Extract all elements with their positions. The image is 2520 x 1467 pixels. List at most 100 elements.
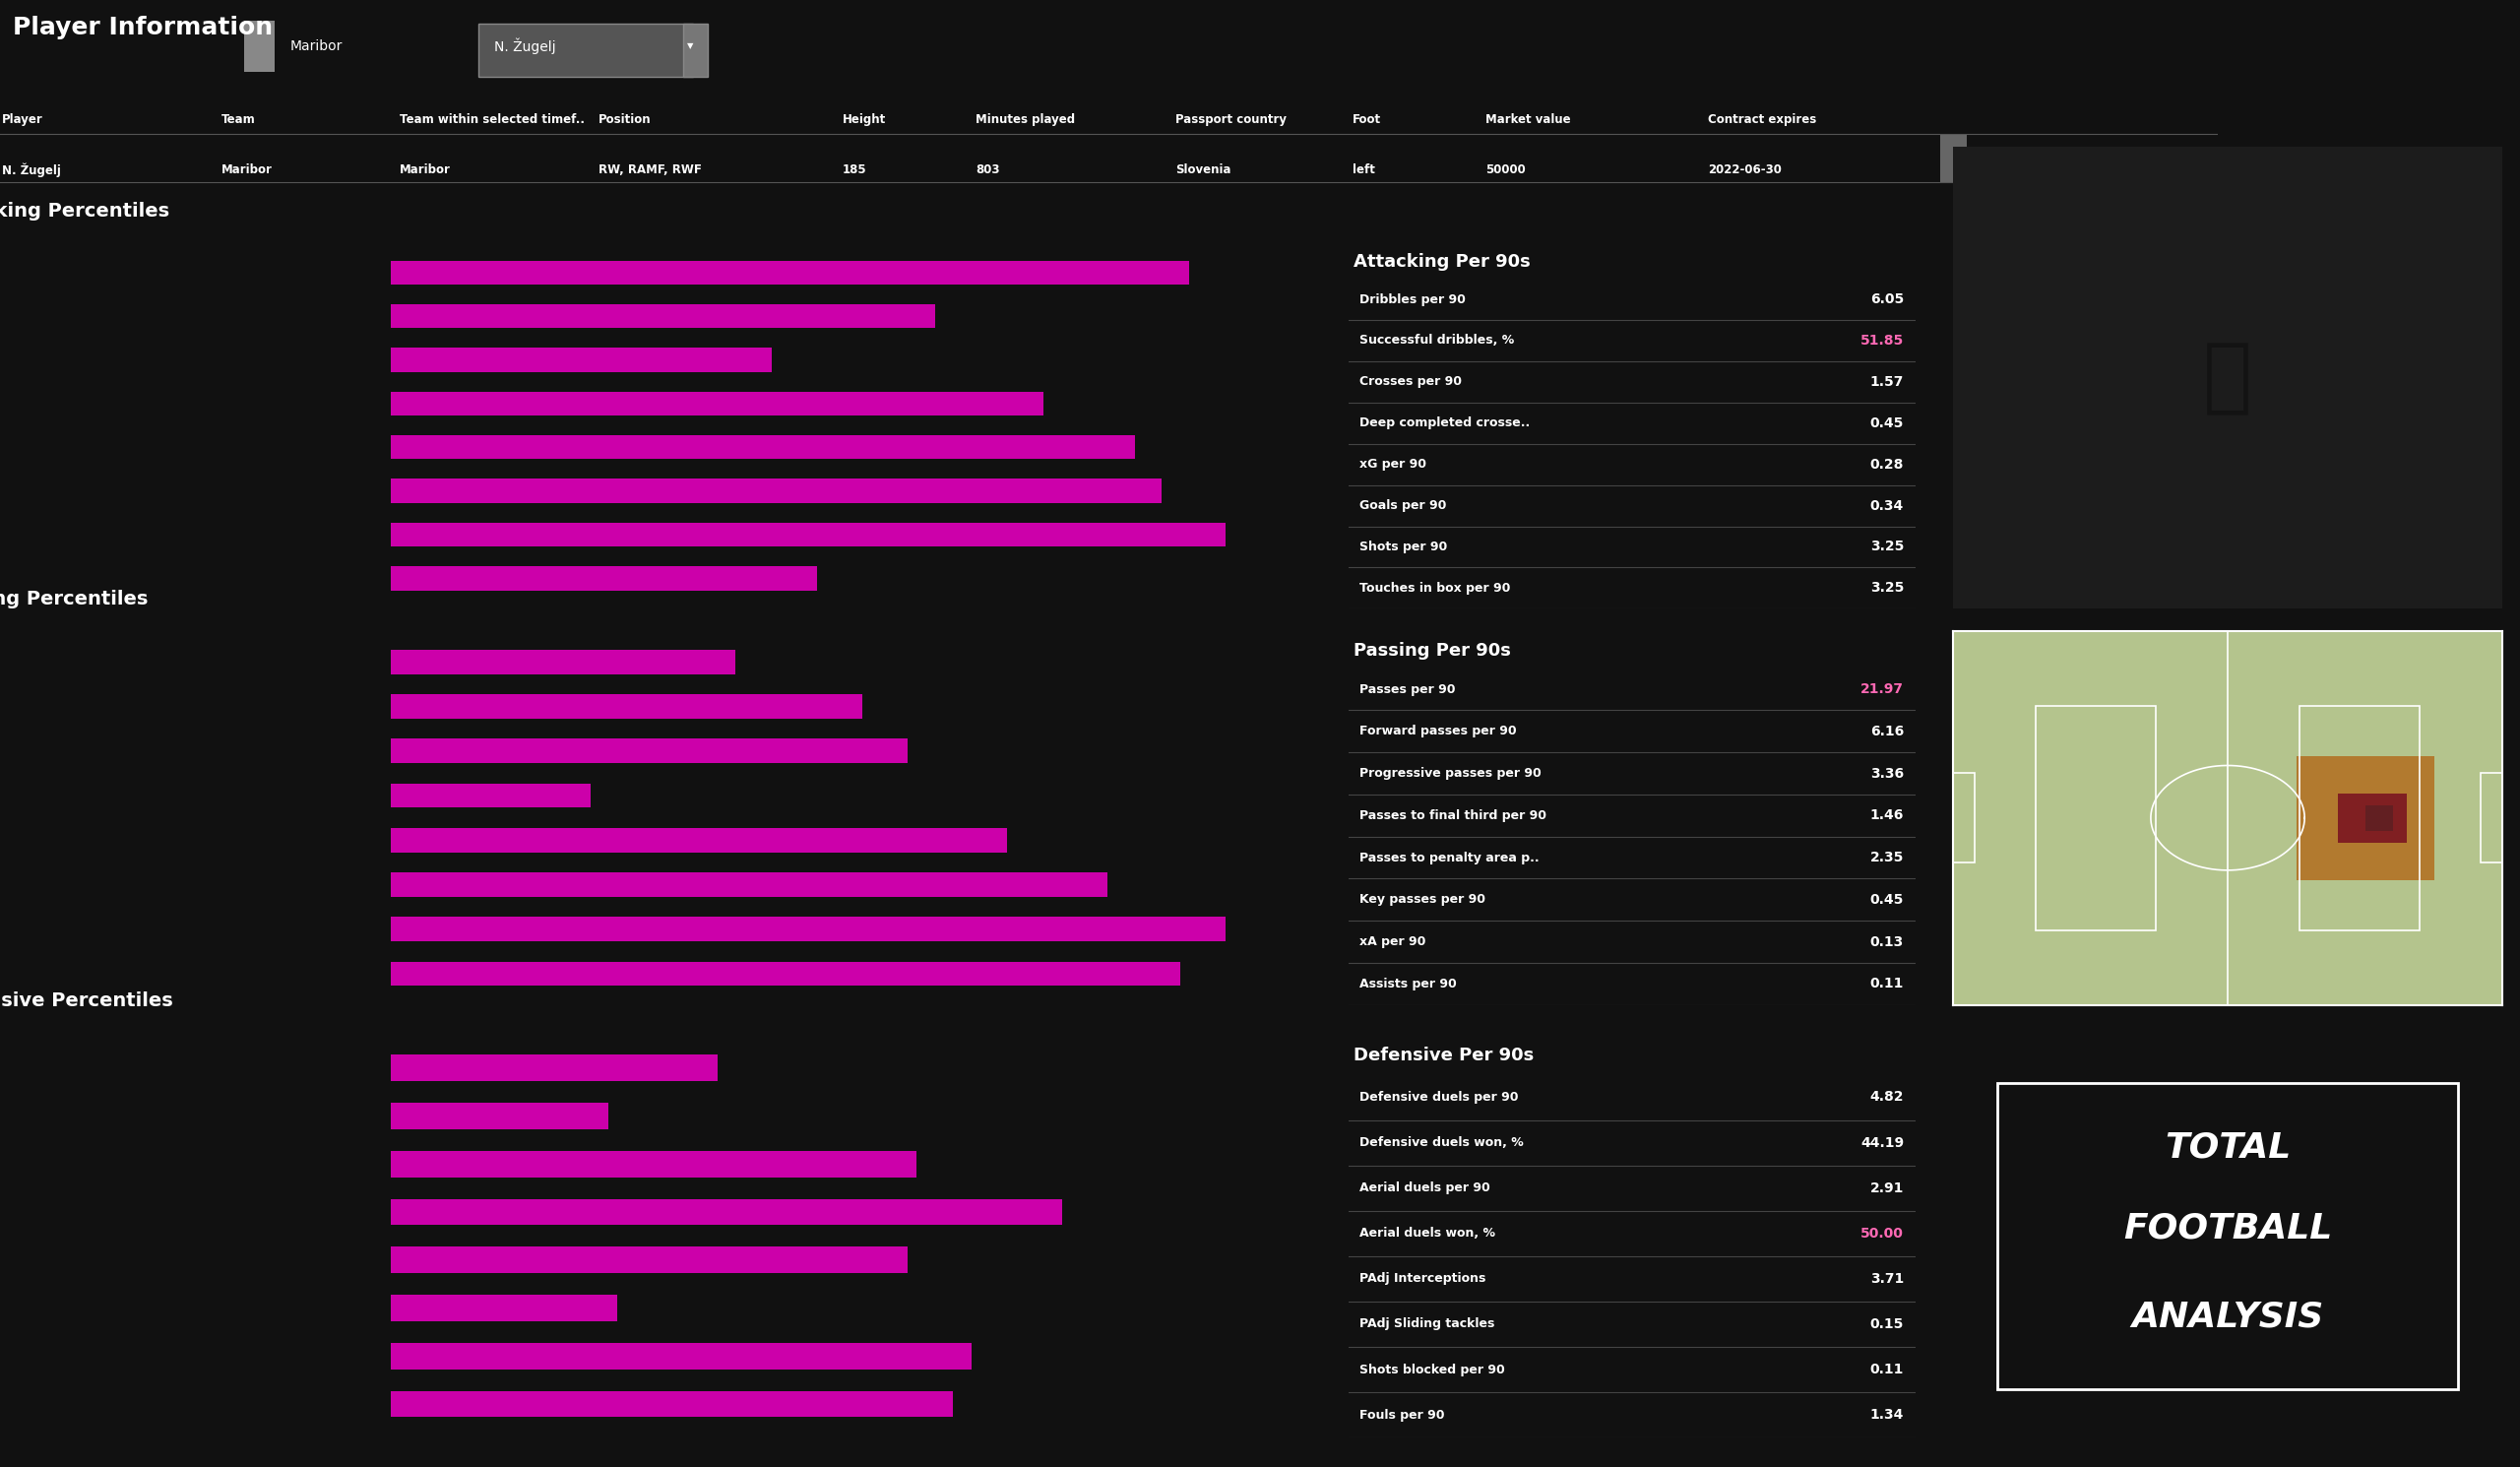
Bar [391,304,935,329]
Text: 50000: 50000 [1487,163,1527,176]
Text: 0.11: 0.11 [1870,1363,1905,1376]
Text: Deep completed crosse..: Deep completed crosse.. [1361,417,1530,430]
Text: Team: Team [222,114,257,126]
Bar [391,261,1189,285]
Text: Position: Position [600,114,653,126]
Text: Market value: Market value [1487,114,1570,126]
Text: Passing Per 90s: Passing Per 90s [1353,643,1512,660]
Text: Passport country: Passport country [1174,114,1288,126]
Text: 1.57: 1.57 [1870,376,1905,389]
Text: 3.25: 3.25 [1870,581,1905,596]
FancyBboxPatch shape [1940,133,1968,182]
FancyBboxPatch shape [479,23,693,76]
Bar [391,566,816,590]
Bar [391,783,590,808]
Bar [1953,773,1976,863]
Text: 2.35: 2.35 [1870,851,1905,864]
Text: Aerial duels per 90: Aerial duels per 90 [1361,1181,1489,1194]
Text: 0.28: 0.28 [1870,458,1905,471]
Text: 0.45: 0.45 [1870,893,1905,907]
Text: 2.91: 2.91 [1870,1181,1905,1196]
Text: 6.16: 6.16 [1870,725,1905,738]
Bar [391,1342,970,1369]
Text: Passing Percentiles: Passing Percentiles [0,590,149,609]
Bar [391,961,1179,986]
Bar [391,739,907,763]
Text: 3.25: 3.25 [1870,540,1905,555]
Text: Passes to penalty area p..: Passes to penalty area p.. [1361,851,1540,864]
Text: TOTAL: TOTAL [2165,1131,2291,1163]
Text: xA per 90: xA per 90 [1361,936,1426,948]
Text: N. Žugelj: N. Žugelj [494,38,554,54]
Bar [391,1055,718,1081]
Text: PAdj Sliding tackles: PAdj Sliding tackles [1361,1317,1494,1331]
Text: FOOTBALL: FOOTBALL [2124,1212,2331,1244]
Text: Passes to final third per 90: Passes to final third per 90 [1361,810,1547,822]
Text: N. Žugelj: N. Žugelj [3,163,60,178]
FancyBboxPatch shape [683,23,708,76]
Text: 803: 803 [975,163,1000,176]
Text: Fouls per 90: Fouls per 90 [1361,1408,1444,1422]
Text: Defensive Percentiles: Defensive Percentiles [0,992,174,1009]
Bar [391,873,1106,896]
Text: 3.71: 3.71 [1870,1272,1905,1285]
Bar [391,650,736,675]
Text: 2022-06-30: 2022-06-30 [1709,163,1782,176]
Text: Goals per 90: Goals per 90 [1361,499,1446,512]
Text: Touches in box per 90: Touches in box per 90 [1361,582,1509,594]
Text: Defensive Per 90s: Defensive Per 90s [1353,1046,1535,1064]
Text: Defensive duels per 90: Defensive duels per 90 [1361,1091,1520,1103]
Text: Forward passes per 90: Forward passes per 90 [1361,725,1517,738]
Bar [391,917,1225,942]
Text: Foot: Foot [1353,114,1381,126]
Bar [391,827,1008,852]
Text: Height: Height [842,114,887,126]
Text: Attacking Per 90s: Attacking Per 90s [1353,254,1530,271]
Text: 50.00: 50.00 [1860,1226,1905,1240]
Text: 4.82: 4.82 [1870,1090,1905,1105]
Text: Successful dribbles, %: Successful dribbles, % [1361,334,1515,348]
Text: Maribor: Maribor [290,40,343,53]
Bar [391,1199,1061,1225]
Text: 0.45: 0.45 [1870,417,1905,430]
Bar [391,1391,953,1417]
Bar [391,348,771,373]
Text: Maribor: Maribor [222,163,272,176]
Bar [391,1295,617,1322]
Text: Player Information: Player Information [13,16,272,40]
Text: xG per 90: xG per 90 [1361,458,1426,471]
Text: Team within selected timef..: Team within selected timef.. [398,114,585,126]
Text: Defensive duels won, %: Defensive duels won, % [1361,1137,1525,1149]
Text: 1.46: 1.46 [1870,808,1905,823]
Text: 185: 185 [842,163,867,176]
Bar [391,478,1162,503]
Text: ▼: ▼ [688,41,693,51]
Text: 51.85: 51.85 [1860,333,1905,348]
Text: Contract expires: Contract expires [1709,114,1817,126]
Text: Shots per 90: Shots per 90 [1361,540,1446,553]
Bar [2480,773,2502,863]
Text: Aerial duels won, %: Aerial duels won, % [1361,1226,1494,1240]
Text: 44.19: 44.19 [1860,1135,1905,1150]
Text: Key passes per 90: Key passes per 90 [1361,893,1487,907]
FancyBboxPatch shape [244,21,275,72]
Bar [391,694,862,719]
Text: 3.36: 3.36 [1870,767,1905,780]
Bar [391,436,1134,459]
Text: 1.34: 1.34 [1870,1408,1905,1422]
Text: Assists per 90: Assists per 90 [1361,977,1457,990]
Text: 0.34: 0.34 [1870,499,1905,512]
Text: PAdj Interceptions: PAdj Interceptions [1361,1272,1487,1285]
Bar [2298,706,2419,930]
Text: Passes per 90: Passes per 90 [1361,682,1457,695]
Bar [391,392,1043,415]
Text: Shots blocked per 90: Shots blocked per 90 [1361,1363,1504,1376]
Text: Dribbles per 90: Dribbles per 90 [1361,293,1467,305]
Text: 👤: 👤 [2202,337,2253,418]
Bar [391,1247,907,1273]
Text: Progressive passes per 90: Progressive passes per 90 [1361,767,1542,780]
Text: 0.13: 0.13 [1870,934,1905,949]
Text: Slovenia: Slovenia [1174,163,1230,176]
Text: 0.11: 0.11 [1870,977,1905,990]
Text: RW, RAMF, RWF: RW, RAMF, RWF [600,163,703,176]
